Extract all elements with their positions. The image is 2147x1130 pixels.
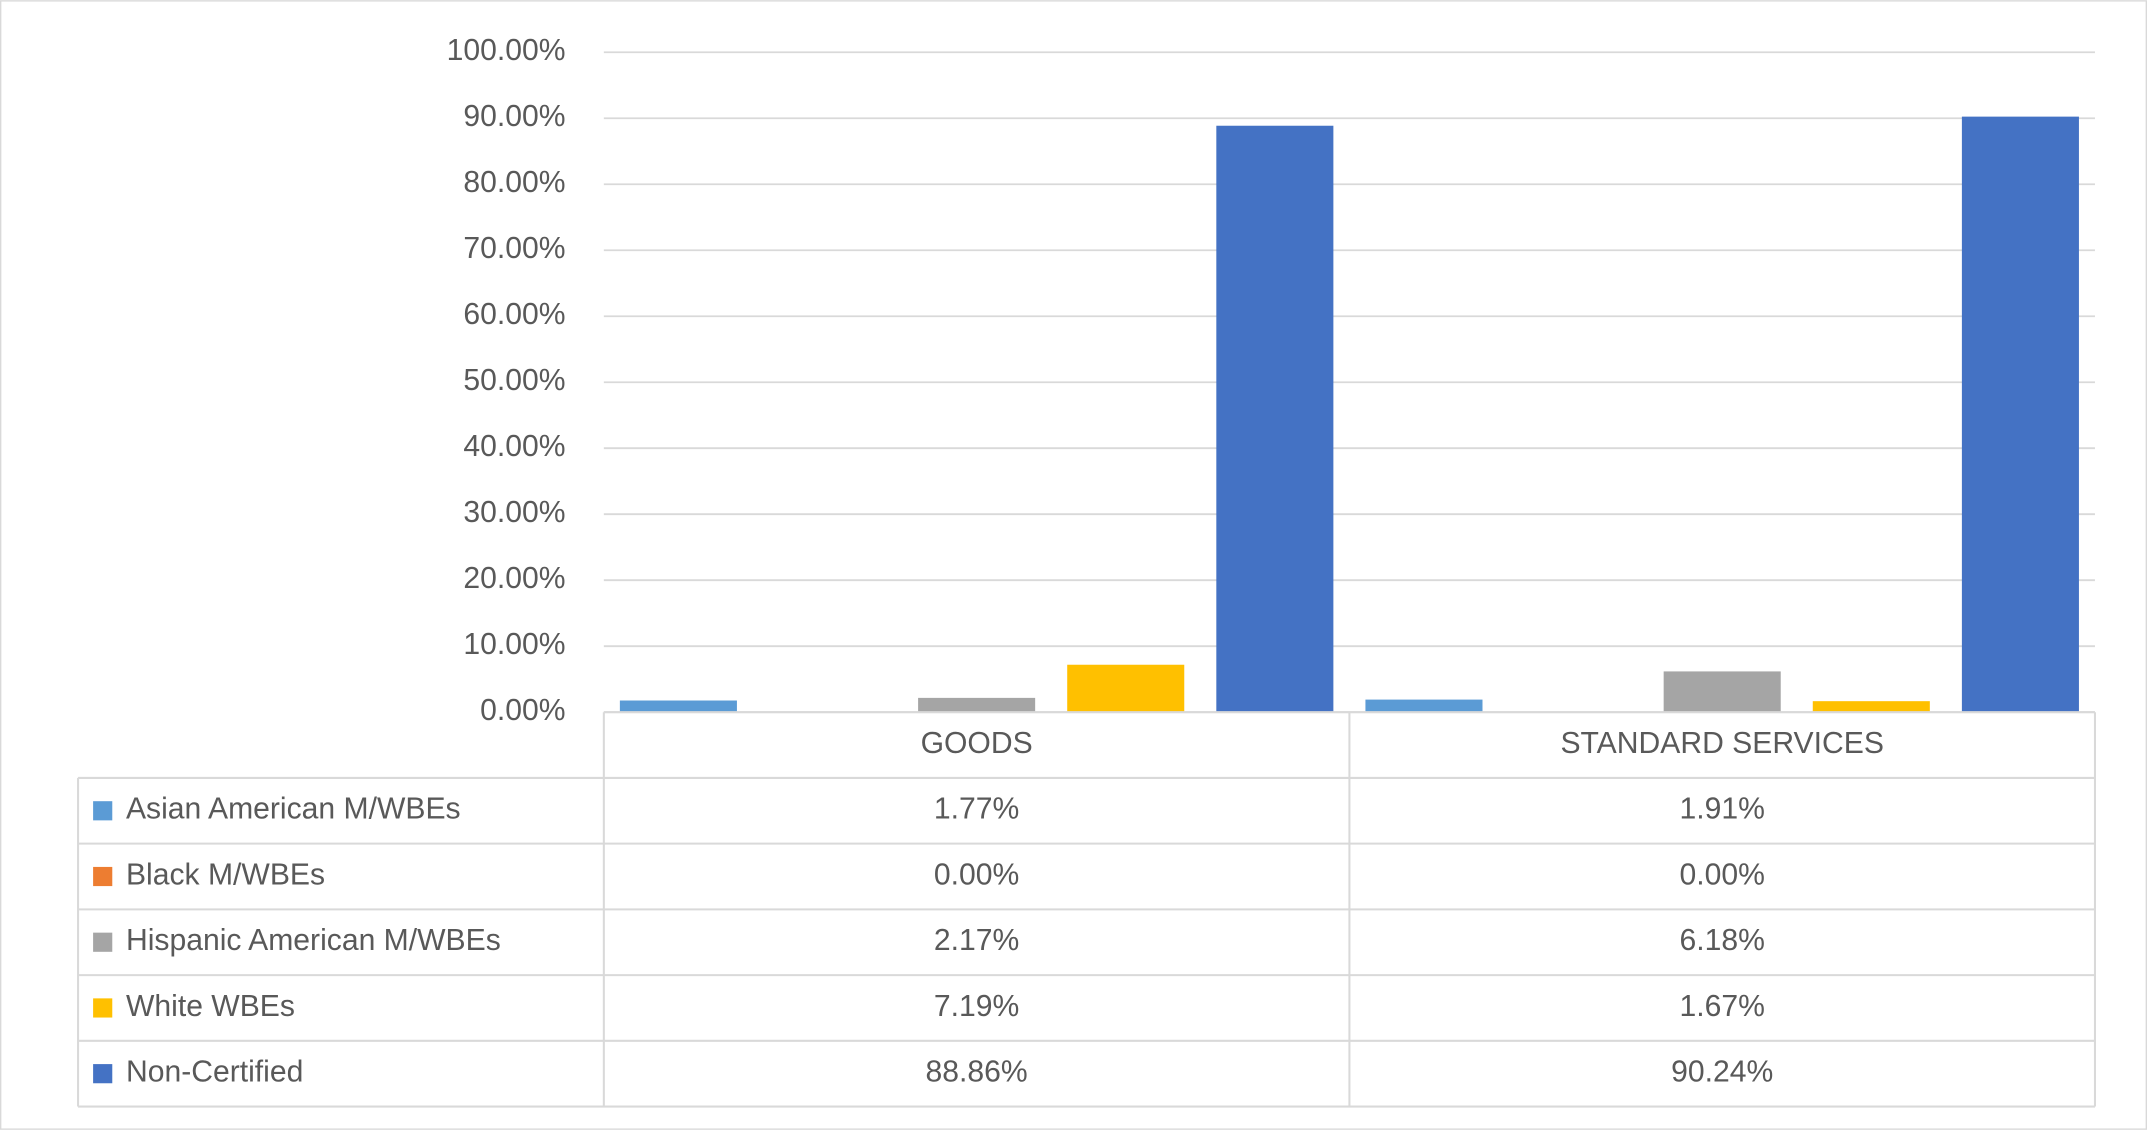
legend-label: Black M/WBEs xyxy=(126,858,325,891)
data-label: 90.24% xyxy=(1671,1056,1773,1089)
y-tick-label: 40.00% xyxy=(463,430,565,463)
bar xyxy=(1365,699,1483,713)
y-tick-label: 90.00% xyxy=(463,100,565,133)
data-label: 1.67% xyxy=(1679,990,1764,1023)
bar xyxy=(918,697,1036,713)
bar xyxy=(1067,664,1185,713)
y-tick-label: 10.00% xyxy=(463,628,565,661)
data-label: 6.18% xyxy=(1679,924,1764,957)
legend-label: Hispanic American M/WBEs xyxy=(126,924,501,957)
y-tick-label: 70.00% xyxy=(463,232,565,265)
legend-swatch xyxy=(93,801,113,821)
data-label: 7.19% xyxy=(934,990,1019,1023)
legend-swatch xyxy=(93,1064,113,1084)
legend-swatch xyxy=(93,932,113,952)
bar xyxy=(1812,701,1930,713)
y-tick-label: 100.00% xyxy=(447,34,566,67)
legend-swatch xyxy=(93,998,113,1018)
bar xyxy=(1216,125,1334,713)
data-label: 2.17% xyxy=(934,924,1019,957)
data-label: 0.00% xyxy=(934,858,1019,891)
x-tick-label: GOODS xyxy=(921,727,1033,760)
y-tick-label: 0.00% xyxy=(480,694,565,727)
data-label: 1.91% xyxy=(1679,793,1764,826)
data-label: 0.00% xyxy=(1679,858,1764,891)
y-tick-label: 30.00% xyxy=(463,496,565,529)
y-tick-label: 20.00% xyxy=(463,562,565,595)
y-tick-label: 80.00% xyxy=(463,166,565,199)
legend-label: Non-Certified xyxy=(126,1056,303,1089)
x-tick-label: STANDARD SERVICES xyxy=(1560,727,1883,760)
bar xyxy=(1961,116,2079,713)
y-tick-label: 60.00% xyxy=(463,298,565,331)
data-label: 1.77% xyxy=(934,793,1019,826)
data-label: 88.86% xyxy=(926,1056,1028,1089)
legend-swatch xyxy=(93,866,113,887)
y-tick-label: 50.00% xyxy=(463,364,565,397)
bar xyxy=(619,700,737,713)
legend-label: Asian American M/WBEs xyxy=(126,793,461,826)
legend-label: White WBEs xyxy=(126,990,295,1023)
bar xyxy=(1663,671,1781,713)
